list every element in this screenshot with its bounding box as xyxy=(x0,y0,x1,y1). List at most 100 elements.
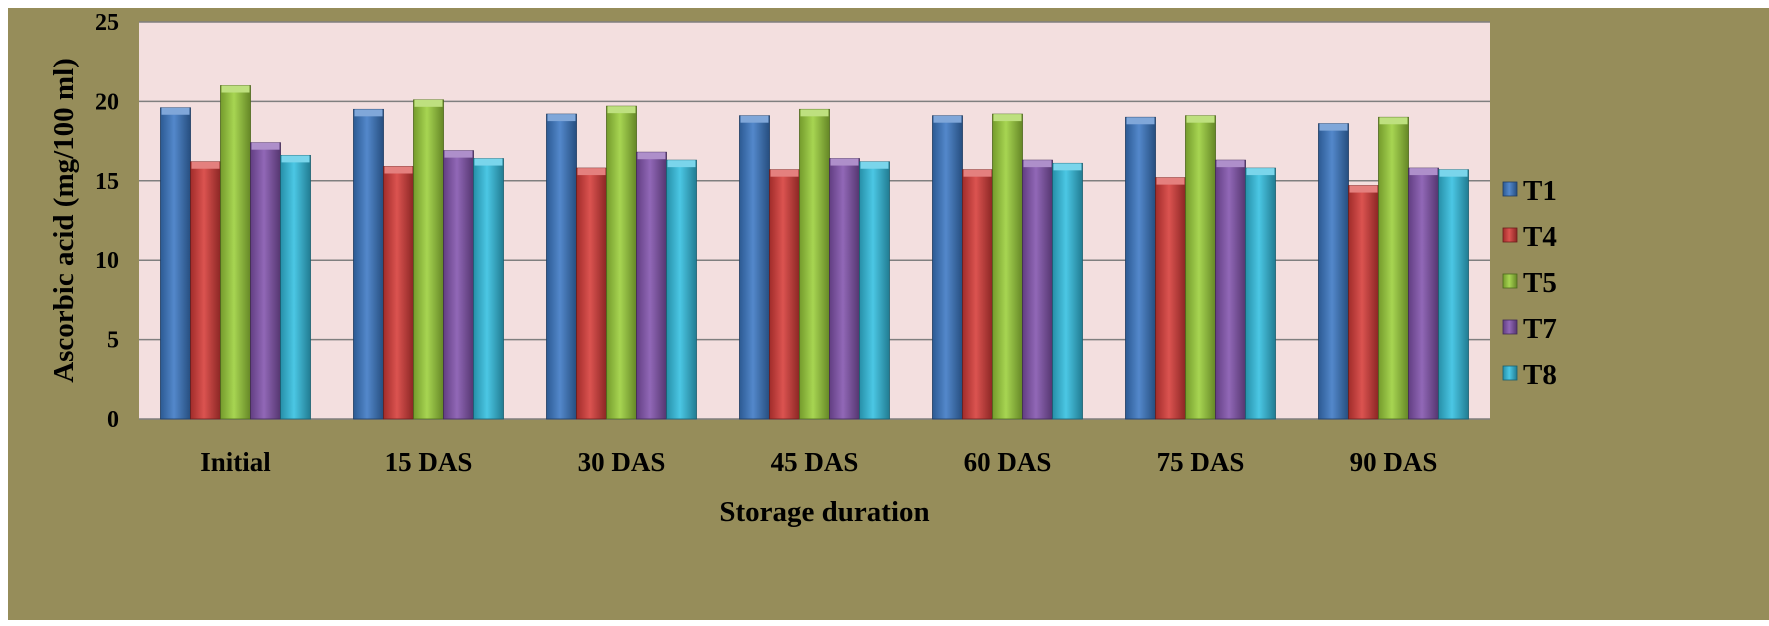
bar-t7-3 xyxy=(829,158,860,420)
bar-t8-6 xyxy=(1438,169,1469,420)
legend-label-t4: T4 xyxy=(1523,221,1557,253)
y-tick-label: 0 xyxy=(107,407,119,433)
legend-label-t1: T1 xyxy=(1523,175,1557,207)
x-tick-label: 15 DAS xyxy=(385,447,473,477)
bar-cap xyxy=(1349,185,1378,193)
x-tick-label: 30 DAS xyxy=(578,447,666,477)
bar-t7-2 xyxy=(636,151,667,420)
bar-cap xyxy=(607,106,636,114)
x-tick-label: 45 DAS xyxy=(771,447,859,477)
y-tick-label: 5 xyxy=(107,328,119,354)
bar-cap xyxy=(1126,117,1155,125)
legend: T1 T4 T5 T7 T8 xyxy=(1493,166,1763,406)
bar-cap xyxy=(414,99,443,107)
legend-swatch-t7 xyxy=(1502,319,1518,335)
x-tick-label: 75 DAS xyxy=(1157,447,1245,477)
bar-cap xyxy=(354,109,383,117)
bar-cap xyxy=(933,115,962,123)
bar-t4-5 xyxy=(1155,177,1186,420)
bar-cap xyxy=(547,114,576,122)
legend-swatch-t4 xyxy=(1502,227,1518,243)
bar-cap xyxy=(830,158,859,166)
bar-t4-3 xyxy=(769,169,800,420)
bar-cap xyxy=(1379,117,1408,125)
bar-t4-6 xyxy=(1348,185,1379,420)
bar-cap xyxy=(1246,168,1275,176)
bar-t8-4 xyxy=(1052,162,1083,420)
bar-cap xyxy=(637,152,666,160)
legend-swatch-t5 xyxy=(1502,273,1518,289)
bar-cap xyxy=(993,114,1022,122)
bar-t7-6 xyxy=(1408,167,1439,420)
x-axis-title: Storage duration xyxy=(719,496,929,528)
bar-t8-2 xyxy=(666,159,697,420)
x-axis-ticks: Initial 15 DAS 30 DAS 45 DAS 60 DAS 75 DAS 90 … xyxy=(200,447,1437,477)
y-axis-title: Ascorbic acid (mg/100 ml) xyxy=(48,58,80,383)
bar-cap xyxy=(963,169,992,177)
bar-cap xyxy=(740,115,769,123)
bar-cap xyxy=(444,150,473,158)
bar-t4-1 xyxy=(383,166,414,420)
x-tick-label: Initial xyxy=(200,447,271,477)
bar-t7-5 xyxy=(1215,159,1246,420)
bar-cap xyxy=(251,142,280,150)
legend-swatch-t1 xyxy=(1502,181,1518,197)
bar-t1-1 xyxy=(353,108,384,420)
bar-cap xyxy=(1439,169,1468,177)
bar-t5-6 xyxy=(1378,116,1409,420)
bar-t7-4 xyxy=(1022,159,1053,420)
bar-t8-3 xyxy=(859,161,890,420)
bar-cap xyxy=(384,166,413,174)
bar-t8-5 xyxy=(1245,167,1276,420)
bar-t5-0 xyxy=(220,85,251,420)
y-tick-label: 25 xyxy=(95,10,119,36)
bar-t5-2 xyxy=(606,105,637,420)
bar-cap xyxy=(474,158,503,166)
bar-cap xyxy=(191,161,220,169)
bar-cap xyxy=(667,160,696,168)
bar-t8-1 xyxy=(473,158,504,420)
x-tick-label: 90 DAS xyxy=(1350,447,1438,477)
bar-t1-3 xyxy=(739,115,770,420)
bar-cap xyxy=(1319,123,1348,131)
x-tick-label: 60 DAS xyxy=(964,447,1052,477)
bar-t4-4 xyxy=(962,169,993,420)
bar-t1-4 xyxy=(932,115,963,420)
bar-t5-3 xyxy=(799,108,830,420)
y-axis-ticks: 0 5 10 15 20 25 xyxy=(95,10,119,433)
legend-label-t8: T8 xyxy=(1523,359,1557,391)
y-tick-label: 15 xyxy=(95,169,119,195)
bar-cap xyxy=(800,109,829,117)
bar-t1-2 xyxy=(546,113,577,420)
bar-cap xyxy=(860,161,889,169)
bar-t5-1 xyxy=(413,99,444,420)
bars xyxy=(160,85,1469,420)
y-tick-label: 10 xyxy=(95,248,119,274)
y-tick-label: 20 xyxy=(95,89,119,115)
bar-cap xyxy=(1409,168,1438,176)
bar-cap xyxy=(281,155,310,163)
bar-cap xyxy=(1156,177,1185,185)
chart-frame: 0 5 10 15 20 25 Initial 15 DAS 30 DAS 45 DAS 60 D… xyxy=(8,8,1769,620)
legend-label-t5: T5 xyxy=(1523,267,1557,299)
bar-cap xyxy=(221,85,250,93)
bar-t1-0 xyxy=(160,107,191,420)
bar-t8-0 xyxy=(280,154,311,420)
bar-cap xyxy=(1186,115,1215,123)
bar-t5-4 xyxy=(992,113,1023,420)
bar-cap xyxy=(770,169,799,177)
bar-cap xyxy=(1053,163,1082,171)
bar-cap xyxy=(161,107,190,115)
legend-background xyxy=(1493,166,1763,406)
bar-t4-0 xyxy=(190,161,221,420)
legend-label-t7: T7 xyxy=(1523,313,1557,345)
bar-t7-1 xyxy=(443,150,474,420)
bar-t4-2 xyxy=(576,167,607,420)
bar-t1-6 xyxy=(1318,123,1349,420)
bar-t1-5 xyxy=(1125,116,1156,420)
legend-swatch-t8 xyxy=(1502,365,1518,381)
bar-cap xyxy=(1023,160,1052,168)
bar-cap xyxy=(1216,160,1245,168)
bar-t5-5 xyxy=(1185,115,1216,420)
bar-t7-0 xyxy=(250,142,281,420)
